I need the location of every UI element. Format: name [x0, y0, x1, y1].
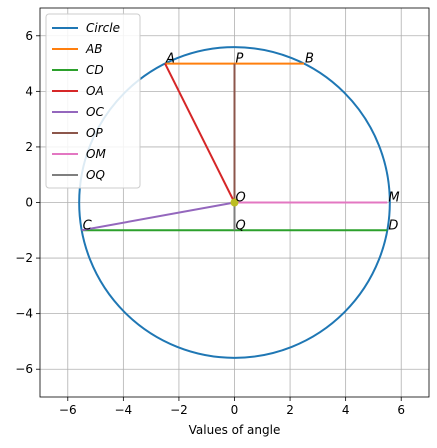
legend-entry-om: OM: [86, 147, 106, 161]
legend-entry-oa: OA: [86, 84, 104, 98]
x-tick-label: 4: [342, 403, 350, 417]
x-tick-label: 6: [397, 403, 405, 417]
point-label-p: P: [236, 52, 244, 67]
legend-entry-ab: AB: [85, 42, 102, 56]
legend-entry-circle: Circle: [86, 21, 120, 35]
y-tick-label: 4: [25, 84, 33, 98]
y-tick-label: −6: [15, 362, 33, 376]
plot-area: [78, 46, 391, 359]
point-label-m: M: [388, 191, 399, 206]
x-axis-label: Values of angle: [189, 423, 281, 437]
point-label-c: C: [83, 218, 93, 233]
point-labels: A BPO MC DQ: [83, 52, 400, 234]
legend-entry-op: OP: [86, 126, 103, 140]
y-tick-label: 2: [25, 140, 33, 154]
point-label-d: D: [388, 218, 398, 233]
point-label-b: B: [305, 52, 314, 67]
x-tick-label: 0: [231, 403, 239, 417]
x-tick-label: −4: [115, 403, 133, 417]
x-tick-label: −6: [59, 403, 77, 417]
x-tick-label: 2: [286, 403, 294, 417]
y-tick-label: 0: [25, 196, 33, 210]
y-tick-label: −2: [15, 251, 33, 265]
y-tick-label: −4: [15, 307, 33, 321]
series-oa: [164, 63, 236, 203]
point-label-o: O: [236, 191, 246, 206]
center-marker: [230, 198, 239, 207]
point-label-q: Q: [236, 218, 246, 233]
legend: Circle AB CD OA OC OP OM OQ: [45, 13, 141, 189]
x-tick-label: −2: [170, 403, 188, 417]
series-oc: [81, 201, 235, 232]
legend-entry-oc: OC: [86, 105, 104, 119]
legend-entry-oq: OQ: [86, 168, 105, 182]
point-label-a: A: [165, 52, 175, 67]
legend-box: [45, 13, 141, 189]
legend-entry-cd: CD: [86, 63, 104, 77]
series-circle: [78, 46, 391, 359]
y-tick-label: 6: [25, 29, 33, 43]
ticks: −6 −4 −2 0 2 4 6 −6 −4 −2 0 2 4 6: [15, 29, 405, 417]
